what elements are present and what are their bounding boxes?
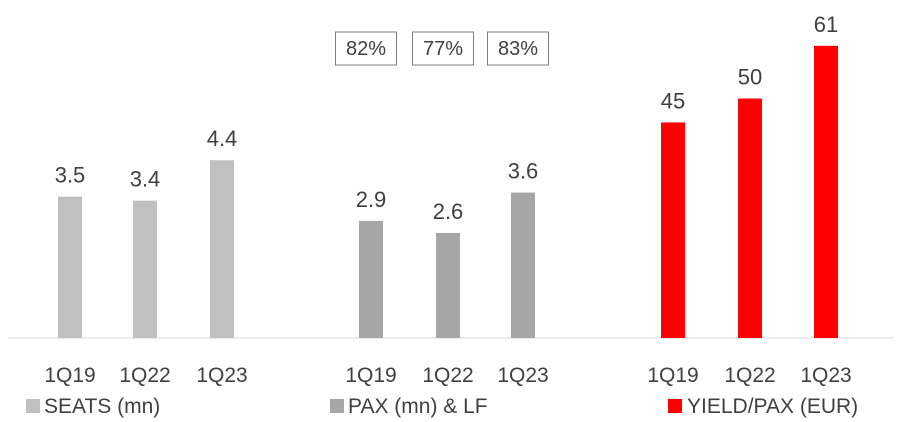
load-factor-label: 77% (423, 38, 463, 60)
bar-group-1: 3.5 1Q19 3.4 1Q22 4.4 1Q23 (44, 126, 247, 387)
bar-2-1q19 (359, 220, 383, 338)
load-factor-box (412, 31, 474, 66)
data-label: 50 (738, 65, 762, 90)
bar-1-1q22 (133, 200, 157, 338)
bar-2-1q23 (511, 192, 535, 338)
data-label: 3.5 (55, 163, 86, 188)
x-tick-label: 1Q23 (196, 364, 247, 387)
legend-label: SEATS (mn) (44, 395, 160, 418)
x-tick-label: 1Q23 (800, 364, 851, 387)
x-tick-label: 1Q22 (422, 364, 473, 387)
x-tick-label: 1Q19 (44, 364, 95, 387)
data-label: 2.9 (356, 187, 387, 212)
legend: SEATS (mn) PAX (mn) & LF YIELD/PAX (EUR) (26, 395, 858, 418)
bar-2-1q22 (436, 232, 460, 338)
bar-group-3: 45 1Q19 50 1Q22 61 1Q23 (647, 12, 851, 387)
x-tick-label: 1Q22 (119, 364, 170, 387)
load-factor-box (335, 31, 397, 66)
legend-swatch (330, 399, 344, 413)
x-tick-label: 1Q22 (724, 364, 775, 387)
legend-label: YIELD/PAX (EUR) (687, 395, 858, 418)
data-label: 4.4 (207, 126, 238, 151)
legend-label: PAX (mn) & LF (348, 395, 488, 418)
x-tick-label: 1Q19 (345, 364, 396, 387)
load-factor-label: 82% (346, 38, 386, 60)
data-label: 3.4 (130, 167, 161, 192)
bar-1-1q23 (210, 160, 234, 338)
load-factor-box (487, 31, 549, 66)
data-label: 3.6 (508, 159, 539, 184)
x-tick-label: 1Q19 (647, 364, 698, 387)
bar-group-2: 2.9 1Q19 82% 2.6 1Q22 77% 3.6 1Q23 83% (335, 31, 549, 387)
bar-3-1q22 (738, 98, 762, 338)
bar-3-1q23 (814, 45, 838, 339)
chart-marks: 3.5 1Q19 3.4 1Q22 4.4 1Q23 2.9 1Q19 82% 2.6 1Q22 77… (44, 12, 851, 387)
data-label: 61 (814, 12, 838, 37)
data-label: 2.6 (433, 199, 464, 224)
x-tick-label: 1Q23 (497, 364, 548, 387)
legend-swatch (26, 399, 40, 413)
bar-1-1q19 (58, 196, 82, 338)
legend-swatch (668, 399, 682, 413)
bar-3-1q19 (661, 122, 685, 338)
data-label: 45 (661, 88, 685, 113)
load-factor-label: 83% (498, 38, 538, 60)
